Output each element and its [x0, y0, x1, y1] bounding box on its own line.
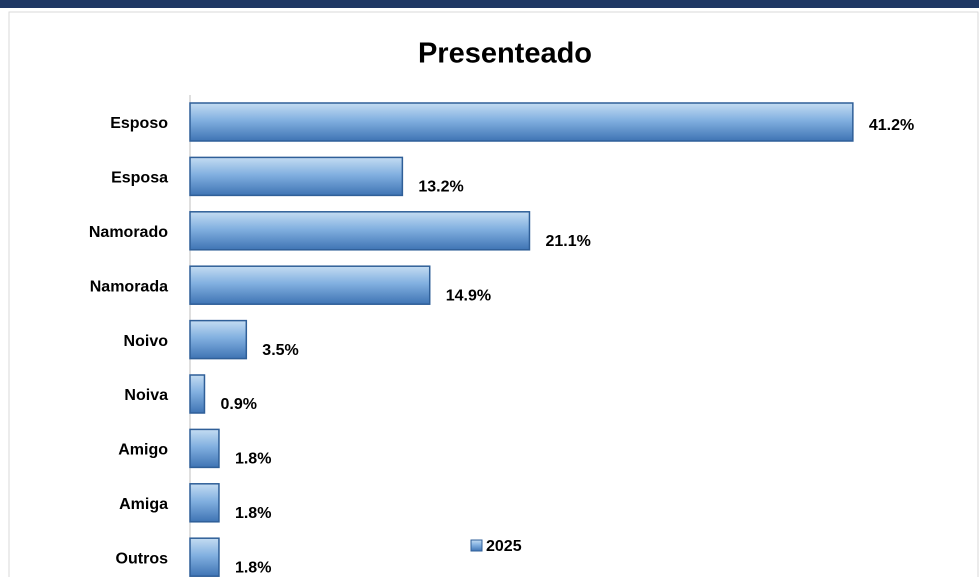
data-label: 41.2%: [869, 117, 914, 134]
y-tick-label: Namorada: [90, 278, 168, 295]
data-label: 1.8%: [235, 451, 271, 468]
y-tick-label: Esposo: [110, 115, 168, 132]
bar: [189, 374, 206, 414]
bar: [189, 156, 404, 197]
bar: [189, 428, 220, 469]
y-tick-label: Noivo: [124, 333, 169, 350]
y-tick-label: Namorado: [89, 224, 168, 241]
bar: [189, 211, 531, 251]
legend-label: 2025: [486, 538, 522, 555]
data-label: 21.1%: [545, 233, 590, 250]
bar: [189, 483, 220, 523]
bar: [189, 537, 220, 577]
y-tick-label: Esposa: [111, 170, 168, 187]
data-label: 1.8%: [235, 505, 271, 522]
top-band: [0, 0, 979, 8]
y-tick-label: Amiga: [119, 496, 168, 513]
y-tick-label: Noiva: [124, 387, 168, 404]
legend-swatch: [470, 539, 483, 552]
y-tick-label: Amigo: [118, 442, 168, 459]
bar: [189, 319, 248, 360]
bar: [189, 102, 854, 142]
data-label: 13.2%: [418, 179, 463, 196]
data-label: 0.9%: [220, 396, 256, 413]
chart-title: Presenteado: [418, 38, 592, 70]
bar: [189, 265, 431, 305]
data-label: 14.9%: [446, 287, 491, 304]
data-label: 1.8%: [235, 559, 271, 576]
data-label: 3.5%: [262, 342, 298, 359]
y-tick-label: Outros: [116, 550, 169, 567]
